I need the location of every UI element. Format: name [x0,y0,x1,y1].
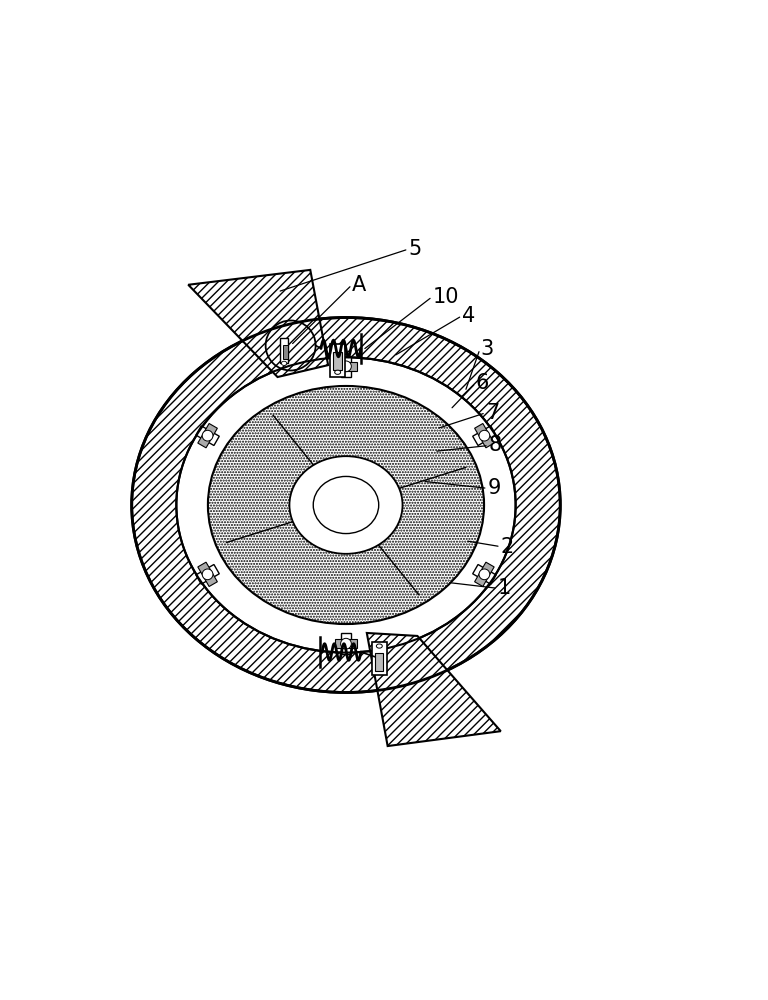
Polygon shape [367,633,501,746]
Text: 5: 5 [409,239,422,259]
Ellipse shape [177,357,515,653]
Ellipse shape [335,370,341,374]
Polygon shape [196,564,220,584]
Text: 4: 4 [462,306,475,326]
Ellipse shape [132,318,561,692]
Bar [333,352,342,370]
Bar [280,338,288,363]
Ellipse shape [316,479,349,508]
Polygon shape [475,423,494,448]
Ellipse shape [177,357,515,653]
Text: 6: 6 [475,373,489,393]
Polygon shape [198,562,217,587]
Polygon shape [335,639,357,648]
Text: 3: 3 [480,339,493,359]
Ellipse shape [313,476,379,534]
Ellipse shape [343,502,376,531]
Bar [372,642,387,675]
Circle shape [341,638,351,649]
Text: 7: 7 [486,403,499,423]
Ellipse shape [281,361,286,365]
Ellipse shape [343,479,376,508]
Text: 8: 8 [489,435,502,455]
Text: 1: 1 [498,578,511,598]
Bar [330,344,346,377]
Polygon shape [196,426,220,446]
Ellipse shape [208,386,484,624]
Polygon shape [472,564,496,584]
Text: 10: 10 [432,287,458,307]
Ellipse shape [316,502,349,531]
Ellipse shape [376,644,382,648]
Circle shape [479,569,490,580]
Bar [283,345,288,359]
Circle shape [202,430,213,441]
Polygon shape [335,362,357,371]
Text: 9: 9 [488,478,501,498]
Polygon shape [341,633,351,654]
Circle shape [202,569,213,580]
Circle shape [341,361,351,372]
Polygon shape [472,426,496,446]
Polygon shape [475,562,494,587]
Polygon shape [188,270,328,377]
Ellipse shape [290,456,402,554]
Bar [375,653,383,671]
Circle shape [479,430,490,441]
Polygon shape [198,423,217,448]
Text: 2: 2 [501,537,514,557]
Text: A: A [352,275,366,295]
Polygon shape [341,356,351,377]
